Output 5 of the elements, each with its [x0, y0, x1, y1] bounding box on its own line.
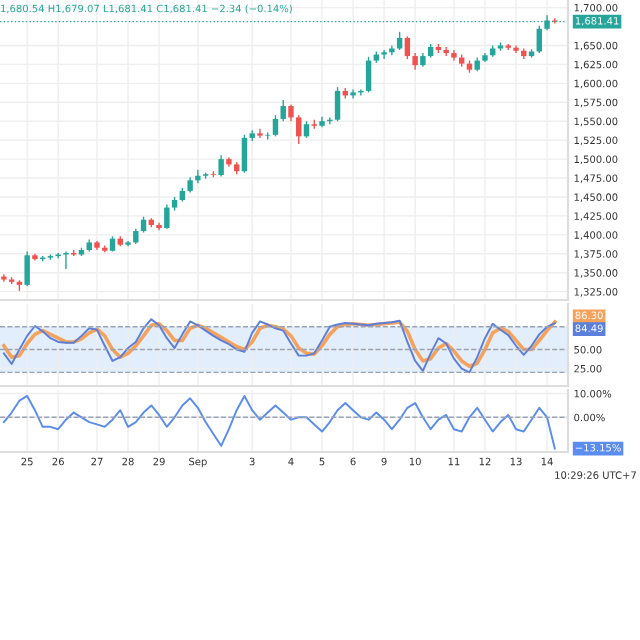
candlestick: [125, 240, 131, 247]
line-series: [2, 394, 556, 450]
candlestick: [381, 49, 387, 60]
candlestick: [63, 250, 69, 270]
candlestick: [257, 128, 263, 139]
